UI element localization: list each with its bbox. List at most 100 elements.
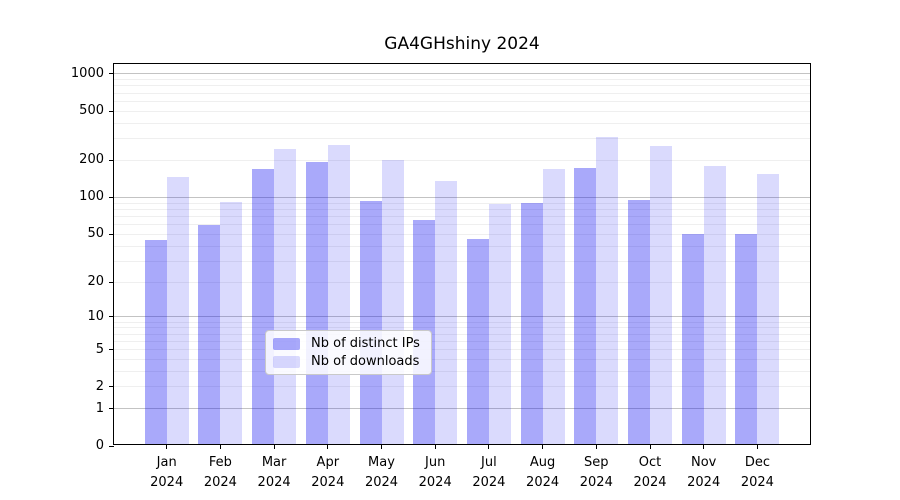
y-tick-mark bbox=[109, 316, 114, 318]
y-gridline-minor bbox=[114, 233, 810, 235]
y-gridline-minor bbox=[114, 159, 810, 161]
y-gridline-major bbox=[114, 316, 810, 318]
y-tick-mark bbox=[109, 445, 114, 447]
legend: Nb of distinct IPs Nb of downloads bbox=[265, 330, 432, 375]
x-tick-label-month: Mar bbox=[261, 455, 287, 470]
x-tick-mark bbox=[703, 444, 705, 449]
x-tick-label-year: 2024 bbox=[257, 475, 291, 490]
y-tick-mark bbox=[109, 349, 114, 350]
x-tick-label: Apr 2024 bbox=[296, 453, 360, 493]
x-tick-label-year: 2024 bbox=[418, 475, 452, 490]
plot-area: 0 1 2 5 10 20 50 100 200 500 1000 Jan 2024 Feb 2024 Mar… bbox=[71, 63, 811, 490]
bar-nb-of-downloads-mar bbox=[274, 149, 297, 444]
bar-nb-of-distinct-ips-dec bbox=[735, 234, 758, 444]
x-tick-label-year: 2024 bbox=[633, 475, 667, 490]
legend-label: Nb of distinct IPs bbox=[311, 336, 420, 351]
x-tick-label-year: 2024 bbox=[364, 475, 399, 490]
legend-row: Nb of distinct IPs bbox=[273, 336, 423, 351]
x-tick-mark bbox=[219, 444, 221, 449]
y-gridline-major bbox=[114, 196, 810, 198]
y-gridline-minor bbox=[114, 333, 810, 335]
y-tick-label: 10 bbox=[87, 308, 104, 324]
bar-nb-of-distinct-ips-aug bbox=[520, 202, 543, 444]
y-gridline-minor bbox=[114, 281, 810, 283]
bar-nb-of-distinct-ips-feb bbox=[198, 225, 221, 444]
x-tick-label-year: 2024 bbox=[150, 475, 184, 490]
x-tick-label: Dec 2024 bbox=[725, 453, 789, 493]
bar-nb-of-distinct-ips-mar bbox=[252, 169, 275, 444]
y-gridline-minor bbox=[114, 321, 810, 323]
bar-nb-of-downloads-nov bbox=[703, 166, 726, 444]
y-gridline-minor bbox=[114, 370, 810, 372]
legend-swatch-nb-of-downloads bbox=[273, 355, 300, 368]
y-gridline-minor bbox=[114, 122, 810, 124]
bar-nb-of-downloads-sep bbox=[596, 137, 619, 444]
y-tick-mark bbox=[109, 233, 114, 235]
y-gridline-minor bbox=[114, 245, 810, 247]
x-tick-label-month: Aug bbox=[529, 455, 556, 470]
y-gridline-major bbox=[114, 73, 810, 75]
x-tick-label: Jun 2024 bbox=[403, 453, 467, 493]
x-tick-label-month: Jul bbox=[481, 455, 497, 470]
x-tick-label: Mar 2024 bbox=[242, 453, 306, 493]
bar-nb-of-distinct-ips-apr bbox=[305, 162, 328, 444]
y-tick-label: 50 bbox=[87, 226, 104, 242]
y-gridline-minor bbox=[114, 85, 810, 87]
x-tick-mark bbox=[273, 444, 275, 449]
x-tick-label: May 2024 bbox=[350, 453, 414, 493]
legend-row: Nb of downloads bbox=[273, 354, 423, 369]
x-tick-label: Feb 2024 bbox=[188, 453, 252, 493]
y-gridline-minor bbox=[114, 79, 810, 81]
x-tick-label: Nov 2024 bbox=[672, 453, 736, 493]
y-tick-label: 0 bbox=[95, 438, 104, 453]
x-tick-label-year: 2024 bbox=[526, 475, 560, 490]
x-tick-label: Jul 2024 bbox=[457, 453, 521, 493]
bar-nb-of-downloads-jun bbox=[435, 180, 458, 444]
y-tick-label: 500 bbox=[79, 103, 104, 119]
x-tick-label: Oct 2024 bbox=[618, 453, 682, 493]
y-gridline-minor bbox=[114, 202, 810, 204]
y-gridline-major bbox=[114, 408, 810, 410]
y-gridline-minor bbox=[114, 327, 810, 329]
y-tick-mark bbox=[109, 73, 114, 75]
y-tick-mark bbox=[109, 408, 114, 410]
x-tick-mark bbox=[381, 444, 382, 449]
x-tick-mark bbox=[434, 444, 436, 449]
y-tick-mark bbox=[109, 110, 114, 112]
bar-nb-of-distinct-ips-jan bbox=[144, 240, 167, 444]
y-tick-mark bbox=[109, 386, 114, 388]
chart-title: GA4GHshiny 2024 bbox=[384, 34, 540, 54]
y-gridline-minor bbox=[114, 110, 810, 112]
bar-nb-of-distinct-ips-sep bbox=[574, 167, 597, 444]
x-tick-label: Jan 2024 bbox=[135, 453, 199, 493]
x-tick-mark bbox=[166, 444, 168, 449]
x-tick-label: Sep 2024 bbox=[564, 453, 628, 493]
x-tick-label-month: Apr bbox=[316, 455, 340, 470]
y-tick-label: 200 bbox=[79, 152, 104, 168]
y-tick-mark bbox=[109, 159, 114, 161]
x-tick-label-year: 2024 bbox=[311, 475, 345, 490]
y-tick-label: 5 bbox=[95, 341, 104, 357]
y-tick-mark bbox=[109, 281, 114, 283]
x-tick-label-month: May bbox=[368, 455, 395, 470]
bar-nb-of-distinct-ips-nov bbox=[681, 234, 704, 444]
y-tick-label: 100 bbox=[79, 189, 104, 205]
y-gridline-minor bbox=[114, 138, 810, 140]
y-tick-label: 1 bbox=[95, 400, 104, 416]
bar-nb-of-distinct-ips-jul bbox=[466, 239, 489, 444]
y-gridline-minor bbox=[114, 215, 810, 217]
x-tick-mark bbox=[649, 444, 651, 449]
y-gridline-minor bbox=[114, 208, 810, 210]
y-gridline-minor bbox=[114, 349, 810, 350]
x-tick-mark bbox=[327, 444, 329, 449]
y-tick-label: 1000 bbox=[70, 65, 104, 81]
bar-nb-of-downloads-dec bbox=[757, 174, 780, 444]
bar-nb-of-distinct-ips-may bbox=[359, 201, 382, 444]
y-gridline-minor bbox=[114, 358, 810, 360]
y-gridline-minor bbox=[114, 100, 810, 102]
x-tick-label-month: Feb bbox=[208, 455, 232, 470]
x-tick-label-year: 2024 bbox=[579, 475, 613, 490]
bar-nb-of-downloads-jan bbox=[166, 176, 189, 444]
legend-label: Nb of downloads bbox=[311, 354, 420, 369]
